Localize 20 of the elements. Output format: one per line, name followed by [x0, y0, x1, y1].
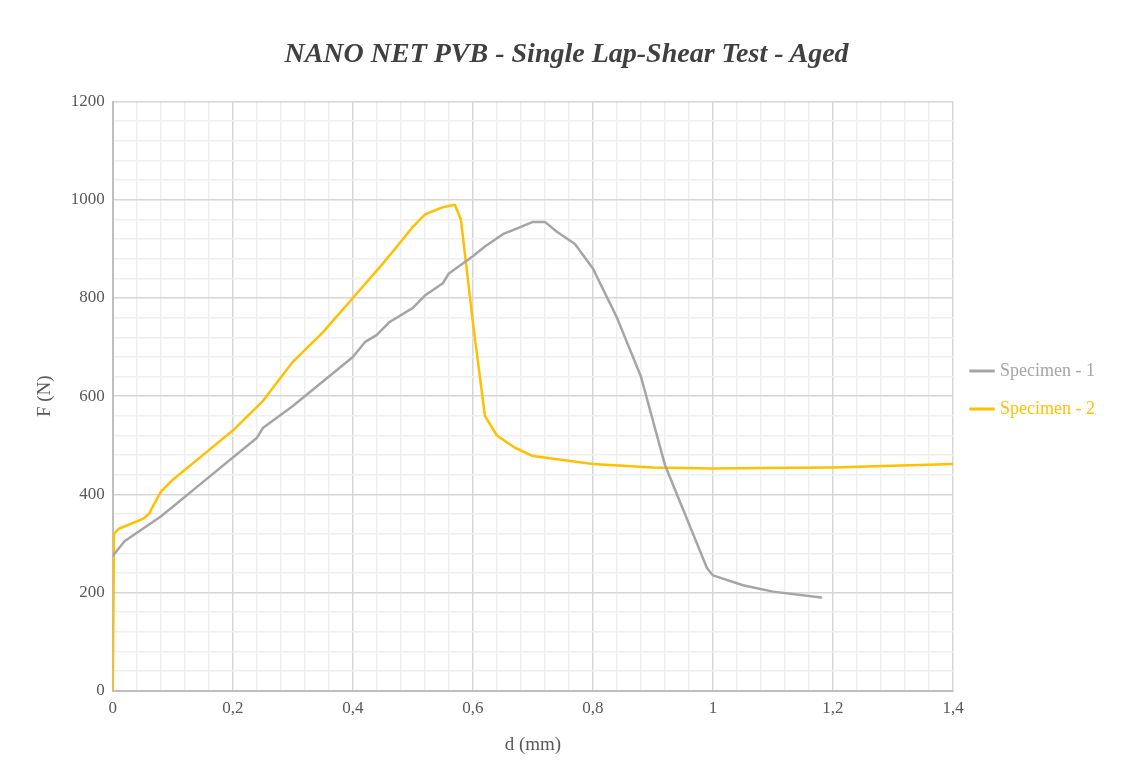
- legend-label: Specimen - 2: [1000, 397, 1096, 418]
- x-tick-label: 0,8: [582, 698, 604, 718]
- x-tick-label: 0,6: [462, 698, 484, 718]
- y-tick-label: 0: [96, 680, 105, 700]
- y-tick-label: 800: [79, 287, 105, 307]
- x-tick-label: 0: [108, 698, 118, 718]
- x-tick-label: 1,4: [942, 698, 965, 718]
- x-tick-label: 0,2: [222, 698, 244, 718]
- x-tick-label: 0,4: [342, 698, 364, 718]
- legend-label: Specimen - 1: [1000, 359, 1096, 380]
- y-tick-label: 1000: [70, 189, 105, 209]
- x-tick-label: 1,2: [822, 698, 844, 718]
- y-tick-label: 200: [79, 582, 105, 602]
- y-tick-label: 600: [79, 385, 105, 405]
- chart-title: NANO NET PVB - Single Lap-Shear Test - Aged: [283, 37, 850, 69]
- y-tick-label: 400: [79, 483, 105, 503]
- y-axis-title: F (N): [33, 375, 56, 418]
- y-tick-label: 1200: [70, 91, 105, 111]
- x-tick-label: 1: [708, 698, 718, 718]
- x-axis-title: d (mm): [504, 732, 562, 755]
